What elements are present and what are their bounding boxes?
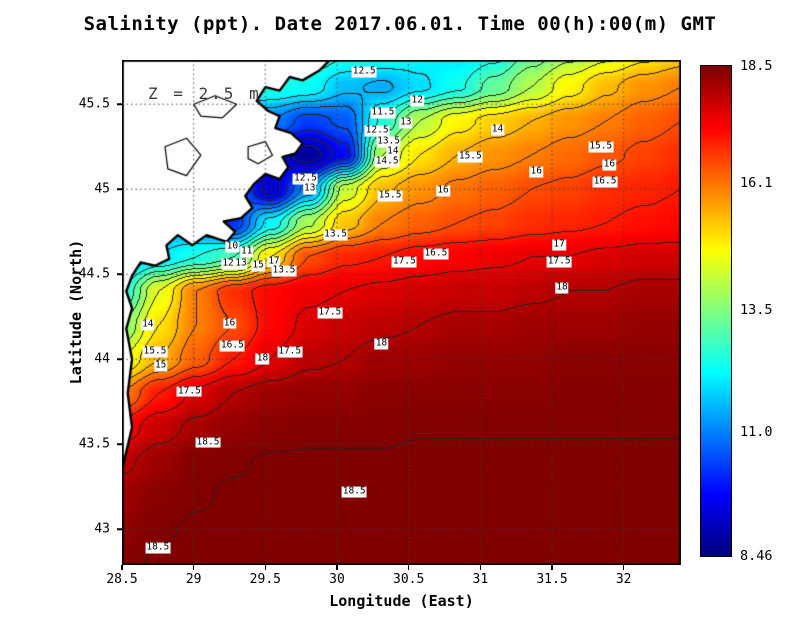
colorbar-tick-label: 8.46	[740, 548, 773, 564]
contour-label: 12	[410, 94, 424, 107]
contour-label: 18.5	[145, 541, 171, 554]
x-tick-mark	[479, 565, 482, 570]
contour-label: 16	[222, 317, 237, 330]
contour-label: 16.5	[592, 175, 618, 188]
y-tick-mark	[117, 358, 122, 360]
contour-label: 14	[386, 145, 400, 158]
contour-label: 13.5	[323, 228, 349, 241]
colorbar-tick-label: 11.0	[740, 424, 773, 441]
contour-label: 17.5	[317, 306, 343, 319]
contour-label: 14.5	[374, 155, 400, 168]
contour-label: 15.5	[142, 345, 168, 358]
colorbar-tick-label: 16.1	[740, 175, 773, 192]
contour-label: 12.5	[351, 65, 377, 78]
x-tick-label: 32	[615, 572, 632, 587]
y-tick-mark	[117, 273, 122, 275]
contour-label: 18	[255, 352, 270, 365]
contour-label: 16	[602, 158, 617, 171]
y-axis-ticks: 43 43.5 44 44.5 45 45.5	[0, 60, 122, 565]
contour-label: 18	[374, 337, 389, 350]
contour-label: 17.5	[277, 345, 303, 358]
y-tick-label: 45.5	[78, 96, 110, 112]
contour-label: 12.5	[364, 124, 390, 137]
x-tick-mark	[336, 565, 338, 570]
x-tick-mark	[622, 565, 625, 570]
y-tick-mark	[117, 528, 122, 531]
contour-label: 17.5	[391, 255, 417, 268]
y-tick-label: 45	[94, 181, 110, 197]
x-tick-mark	[121, 565, 123, 570]
contour-label: 15.5	[377, 189, 403, 202]
y-tick-mark	[117, 443, 122, 446]
x-axis-label: Longitude (East)	[329, 592, 474, 610]
y-tick-label: 43	[94, 521, 110, 537]
contour-label: 15.5	[457, 150, 483, 163]
contour-label: 15	[251, 259, 265, 272]
colorbar-canvas	[701, 66, 731, 556]
y-tick-label: 44.5	[78, 266, 110, 282]
x-tick-mark	[551, 565, 553, 570]
x-tick-label: 29	[185, 572, 202, 587]
colorbar-tick-label: 18.5	[740, 58, 773, 74]
colorbar	[700, 65, 732, 557]
contour-label: 13	[399, 116, 413, 129]
contour-label: 17.5	[176, 385, 202, 398]
x-tick-label: 30.5	[393, 572, 425, 587]
contour-label: 13	[234, 257, 248, 270]
x-axis-ticks: 28.5 29 29.5 30 30.5 31 31.5 32	[106, 565, 681, 591]
contour-label: 18.5	[195, 436, 221, 449]
colorbar-ticks: 18.5 16.1 13.5 11.0 8.46	[740, 58, 798, 564]
contour-label: 14	[490, 123, 505, 136]
x-tick-label: 28.5	[106, 572, 138, 587]
contour-label: 12.5	[293, 172, 318, 185]
contour-label: 16.5	[219, 339, 245, 352]
contour-label: 13	[303, 182, 317, 195]
contour-label: 15	[153, 359, 168, 372]
contour-label: 11.5	[370, 106, 396, 119]
depth-annotation: Z = 2.5 m	[148, 84, 262, 103]
plot-area: 12.5 12 11.5 13 12.5 14 13.5 14 14.5 15.5 16 15.5 16…	[122, 60, 681, 565]
contour-label: 14	[141, 318, 155, 331]
contour-label: 18.5	[341, 485, 367, 498]
y-tick-label: 43.5	[78, 436, 110, 452]
contour-label: 17	[552, 238, 566, 251]
contour-label: 13.5	[376, 135, 402, 148]
contour-label: 12	[221, 257, 235, 270]
contour-label: 16.5	[423, 247, 449, 260]
contour-label: 17	[267, 255, 281, 268]
contour-label: 17.5	[546, 255, 572, 268]
contour-map-canvas	[122, 60, 681, 565]
x-tick-mark	[192, 565, 195, 570]
contour-label: 16	[436, 184, 450, 197]
x-tick-mark	[264, 565, 267, 570]
contour-label: 15.5	[588, 140, 614, 153]
x-tick-label: 31.5	[536, 572, 568, 587]
contour-label: 10	[225, 240, 240, 253]
contour-label: 18	[555, 281, 569, 294]
y-tick-label: 44	[94, 351, 110, 367]
y-tick-mark	[117, 103, 122, 105]
contour-label: 11	[239, 245, 254, 258]
x-tick-label: 31	[472, 572, 489, 587]
x-tick-mark	[407, 565, 410, 570]
x-tick-label: 29.5	[249, 572, 281, 587]
chart-title: Salinity (ppt). Date 2017.06.01. Time 00…	[83, 13, 717, 35]
colorbar-tick-label: 13.5	[740, 302, 773, 319]
contour-label: 16	[529, 165, 543, 178]
contour-label: 13.5	[271, 264, 297, 277]
x-tick-label: 30	[329, 572, 345, 587]
y-tick-mark	[117, 188, 122, 190]
